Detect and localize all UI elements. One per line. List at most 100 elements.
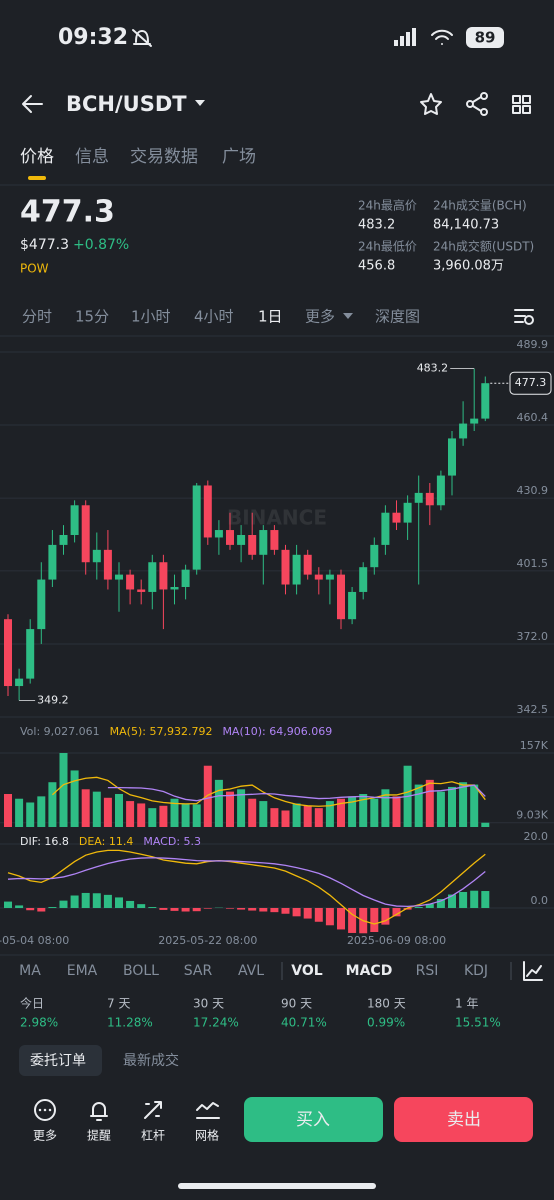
- period-change: 15.51%: [455, 1016, 501, 1030]
- more-icon[interactable]: [34, 1099, 56, 1121]
- legend-entry: DIF: 16.8: [20, 835, 69, 848]
- tab[interactable]: 交易数据: [130, 147, 198, 167]
- volume-bar: [181, 803, 190, 827]
- indicator-line: [7, 857, 486, 908]
- period-label: 7 天: [107, 997, 130, 1011]
- favorite-button[interactable]: [420, 93, 442, 115]
- indicator-tab[interactable]: SAR: [184, 963, 213, 979]
- candle-body: [48, 544, 57, 580]
- tab-pill: [19, 1045, 102, 1076]
- indicator-tab[interactable]: KDJ: [464, 963, 488, 979]
- indicator-tab[interactable]: RSI: [416, 963, 439, 979]
- volume-bar: [370, 798, 379, 827]
- macd-bar: [148, 907, 157, 908]
- macd-bar: [348, 907, 357, 933]
- macd-bar: [81, 892, 90, 908]
- indicator-tab[interactable]: MA: [19, 963, 41, 979]
- legend-entry: MA(5): 57,932.792: [110, 725, 213, 738]
- sell-label[interactable]: 卖出: [447, 1110, 481, 1130]
- order-tab[interactable]: 委托订单: [30, 1053, 86, 1069]
- interval[interactable]: 更多: [305, 308, 335, 326]
- buy-button[interactable]: [244, 1097, 383, 1142]
- candle-body: [115, 574, 123, 580]
- stat-label: 24h成交量(BCH): [433, 198, 527, 213]
- period-change: 40.71%: [281, 1016, 327, 1030]
- candle-body: [26, 629, 35, 679]
- volume-bar: [214, 779, 223, 827]
- tab[interactable]: 信息: [75, 147, 109, 167]
- interval[interactable]: 深度图: [375, 308, 420, 326]
- candle-body: [425, 492, 434, 506]
- volume-bar: [359, 794, 368, 827]
- y-tick-label: 157K: [520, 739, 549, 752]
- period-label: 180 天: [367, 997, 406, 1011]
- more-dropdown[interactable]: [343, 313, 353, 319]
- candle-body: [292, 554, 301, 585]
- pair-dropdown[interactable]: [195, 100, 205, 106]
- y-tick-label: 9.03K: [516, 809, 548, 822]
- share-button[interactable]: [466, 92, 488, 116]
- pair-title[interactable]: BCH/USDT: [66, 92, 187, 116]
- x-tick-label: 5-05-04 08:00: [0, 934, 69, 947]
- sell-button[interactable]: [394, 1097, 533, 1142]
- chart-settings[interactable]: [514, 309, 534, 325]
- mute-icon: [132, 29, 152, 47]
- indicator-tab[interactable]: VOL: [291, 963, 322, 979]
- action-label[interactable]: 杠杆: [141, 1128, 165, 1143]
- order-tab[interactable]: 最新成交: [123, 1052, 179, 1069]
- leverage-icon[interactable]: [144, 1101, 162, 1119]
- action-label[interactable]: 更多: [33, 1129, 57, 1143]
- y-tick-label: 430.9: [517, 484, 549, 497]
- interval[interactable]: 4小时: [194, 308, 234, 326]
- macd-bar: [425, 903, 434, 908]
- candle-body: [403, 502, 412, 523]
- alert-icon[interactable]: [90, 1102, 108, 1121]
- candle-body: [59, 534, 68, 545]
- indicator-tab[interactable]: BOLL: [123, 963, 159, 979]
- action-label[interactable]: 网格: [195, 1128, 219, 1143]
- y-tick-label: 0.0: [531, 894, 549, 907]
- battery-level: 89: [475, 29, 496, 47]
- candle-body: [226, 530, 234, 545]
- period-change: 2.98%: [20, 1016, 58, 1030]
- candle-body: [337, 574, 345, 620]
- action-label[interactable]: 提醒: [87, 1128, 111, 1143]
- legend-entry: MA(10): 64,906.069: [222, 725, 332, 738]
- macd-bar: [137, 904, 146, 908]
- volume-bar: [436, 791, 445, 827]
- macd-bar: [248, 907, 257, 911]
- back-button[interactable]: [22, 95, 43, 113]
- indicator-settings[interactable]: [523, 961, 543, 981]
- interval[interactable]: 1小时: [131, 308, 171, 326]
- macd-bar: [170, 907, 179, 911]
- layout-button[interactable]: [512, 95, 531, 114]
- stat-value: 84,140.73: [433, 218, 499, 233]
- macd-bar: [203, 907, 212, 909]
- interval[interactable]: 分时: [22, 308, 52, 326]
- volume-bar: [59, 753, 68, 827]
- buy-label[interactable]: 买入: [296, 1110, 330, 1130]
- y-tick-label: 372.0: [517, 630, 549, 643]
- tab[interactable]: 广场: [222, 147, 256, 167]
- interval[interactable]: 15分: [75, 308, 109, 326]
- volume-bar: [4, 794, 12, 827]
- y-tick-label: 401.5: [517, 557, 549, 570]
- grid-icon[interactable]: [196, 1102, 220, 1119]
- tab[interactable]: 价格: [20, 147, 54, 167]
- legend-entry: DEA: 11.4: [79, 835, 133, 848]
- indicator-tab[interactable]: MACD: [346, 963, 393, 979]
- volume-bar: [459, 782, 468, 827]
- last-price: 477.3: [20, 195, 115, 230]
- volume-bar: [226, 791, 234, 827]
- price-change: +0.87%: [73, 237, 129, 253]
- usd-price: $477.3: [20, 237, 69, 253]
- token-tag[interactable]: POW: [20, 262, 49, 276]
- indicator-tab[interactable]: AVL: [238, 963, 264, 979]
- candle-body: [436, 475, 445, 506]
- stat-label: 24h成交额(USDT): [433, 239, 534, 254]
- stat-value: 483.2: [358, 218, 395, 233]
- indicator-tab[interactable]: EMA: [67, 963, 98, 979]
- interval[interactable]: 1日: [258, 308, 283, 326]
- candle-body: [381, 512, 390, 545]
